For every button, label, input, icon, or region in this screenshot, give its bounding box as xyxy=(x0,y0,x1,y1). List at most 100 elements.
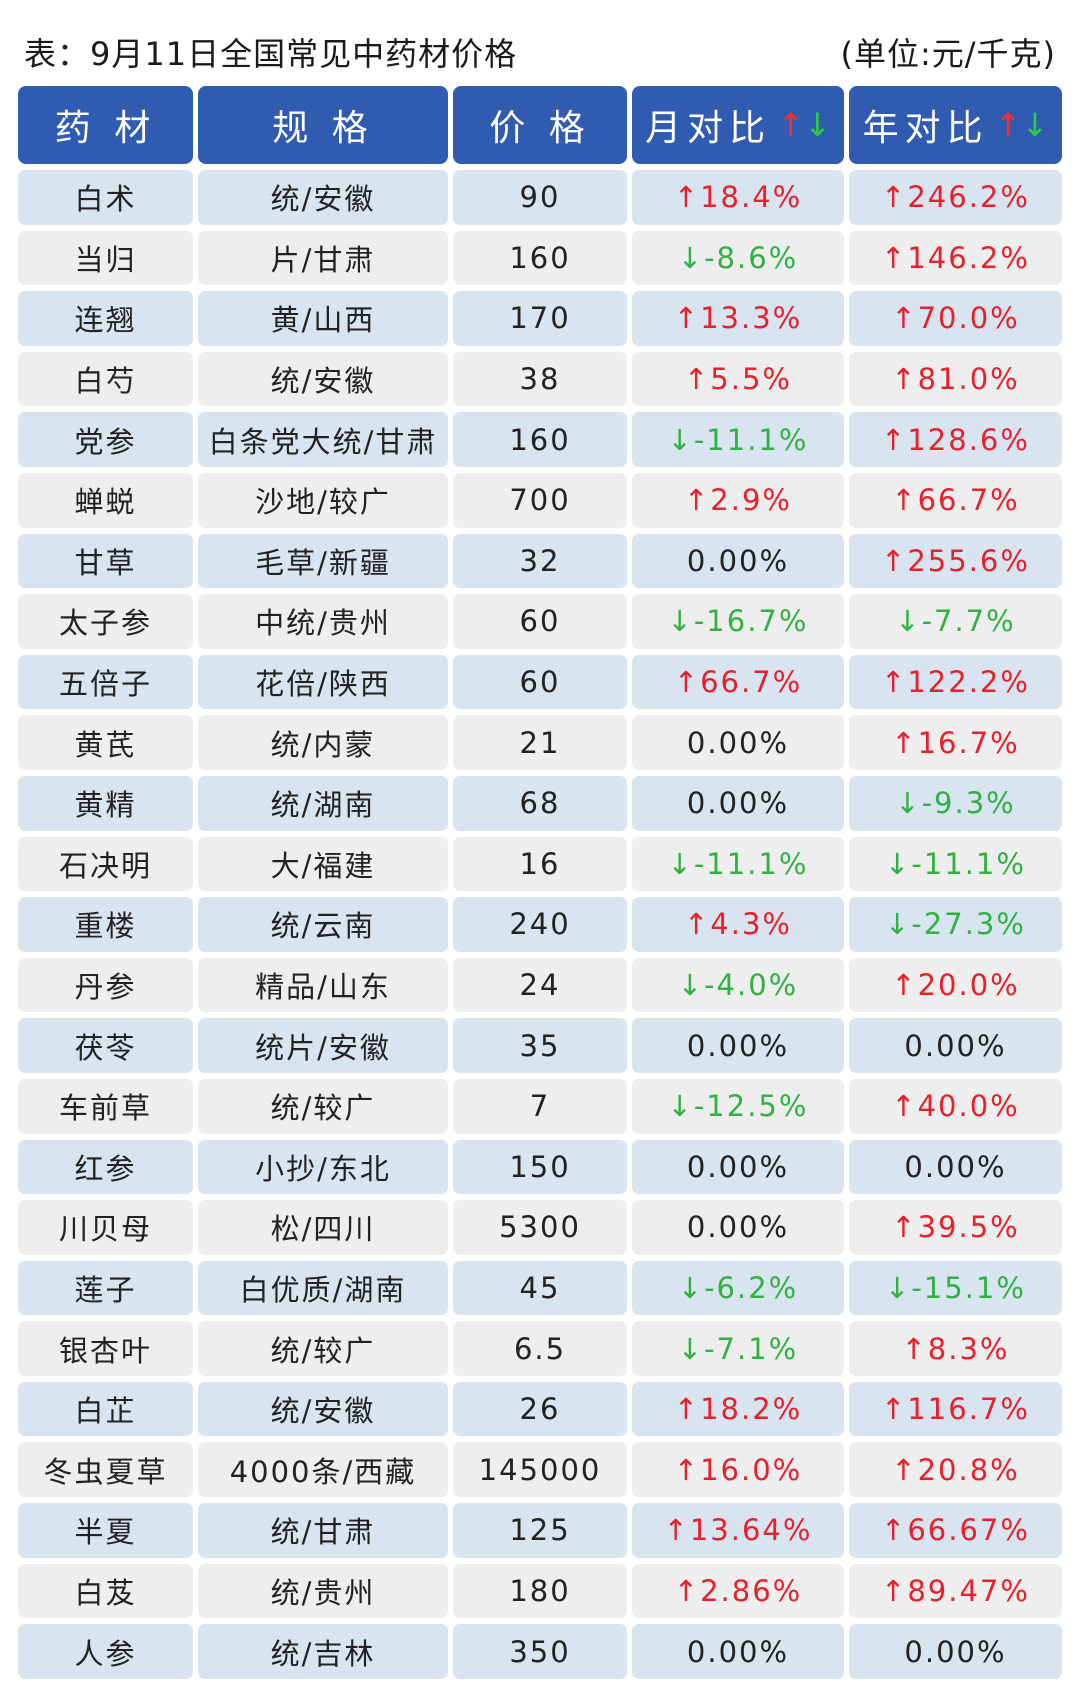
cell-name: 白芨 xyxy=(18,1563,193,1619)
cell-month-change: ↓-11.1% xyxy=(632,412,844,467)
cell-name: 车前草 xyxy=(18,1078,193,1134)
cell-name: 半夏 xyxy=(18,1503,193,1558)
cell-price: 700 xyxy=(453,472,627,528)
cell-price: 45 xyxy=(453,1260,627,1316)
header-year: 年对比 ↑↓ xyxy=(849,86,1062,164)
cell-name: 人参 xyxy=(18,1624,193,1679)
cell-price: 26 xyxy=(453,1381,627,1437)
cell-price: 350 xyxy=(453,1624,627,1679)
cell-year-change: 0.00% xyxy=(849,1624,1062,1679)
cell-month-change: ↑16.0% xyxy=(632,1442,844,1498)
cell-name: 五倍子 xyxy=(18,654,193,710)
cell-year-change: ↑20.8% xyxy=(849,1442,1062,1498)
cell-name: 丹参 xyxy=(18,957,193,1013)
table-row: 甘草 毛草/新疆 32 0.00% ↑255.6% xyxy=(18,533,1062,589)
cell-spec: 白优质/湖南 xyxy=(198,1260,448,1316)
cell-spec: 中统/贵州 xyxy=(198,594,448,649)
cell-price: 24 xyxy=(453,957,627,1013)
cell-year-change: ↑81.0% xyxy=(849,351,1062,407)
cell-spec: 白条党大统/甘肃 xyxy=(198,412,448,467)
cell-year-change: ↑246.2% xyxy=(849,170,1062,225)
cell-name: 党参 xyxy=(18,412,193,467)
cell-month-change: ↑2.86% xyxy=(632,1563,844,1619)
cell-spec: 统/安徽 xyxy=(198,170,448,225)
cell-month-change: ↓-4.0% xyxy=(632,957,844,1013)
cell-spec: 花倍/陕西 xyxy=(198,654,448,710)
table-row: 黄芪 统/内蒙 21 0.00% ↑16.7% xyxy=(18,715,1062,770)
sort-arrows-icon: ↑↓ xyxy=(995,106,1049,144)
price-table: 药 材 规 格 价 格 月对比 ↑↓ 年对比 ↑↓ 白术 统/安徽 90 ↑18.4%… xyxy=(18,86,1062,1679)
table-row: 五倍子 花倍/陕西 60 ↑66.7% ↑122.2% xyxy=(18,654,1062,710)
up-arrow-icon: ↑ xyxy=(994,106,1022,144)
cell-price: 68 xyxy=(453,775,627,831)
header-price: 价 格 xyxy=(453,86,627,164)
cell-price: 160 xyxy=(453,412,627,467)
cell-month-change: 0.00% xyxy=(632,1200,844,1255)
table-row: 太子参 中统/贵州 60 ↓-16.7% ↓-7.7% xyxy=(18,594,1062,649)
down-arrow-icon: ↓ xyxy=(1021,106,1049,144)
cell-spec: 统片/安徽 xyxy=(198,1018,448,1073)
cell-price: 60 xyxy=(453,654,627,710)
cell-year-change: ↑66.7% xyxy=(849,472,1062,528)
down-arrow-icon: ↓ xyxy=(804,106,831,144)
cell-spec: 精品/山东 xyxy=(198,957,448,1013)
header-name: 药 材 xyxy=(18,86,193,164)
cell-price: 21 xyxy=(453,715,627,770)
table-caption: 表：9月11日全国常见中药材价格 (单位:元/千克) xyxy=(24,22,1056,82)
cell-spec: 统/贵州 xyxy=(198,1563,448,1619)
table-row: 莲子 白优质/湖南 45 ↓-6.2% ↓-15.1% xyxy=(18,1260,1062,1316)
cell-month-change: 0.00% xyxy=(632,775,844,831)
cell-spec: 黄/山西 xyxy=(198,291,448,346)
cell-month-change: ↓-16.7% xyxy=(632,594,844,649)
caption-unit: (单位:元/千克) xyxy=(840,35,1056,73)
cell-price: 6.5 xyxy=(453,1321,627,1376)
cell-year-change: ↑40.0% xyxy=(849,1078,1062,1134)
cell-spec: 统/甘肃 xyxy=(198,1503,448,1558)
cell-name: 川贝母 xyxy=(18,1200,193,1255)
cell-year-change: ↑8.3% xyxy=(849,1321,1062,1376)
cell-spec: 松/四川 xyxy=(198,1200,448,1255)
cell-name: 白芷 xyxy=(18,1381,193,1437)
table-row: 连翘 黄/山西 170 ↑13.3% ↑70.0% xyxy=(18,291,1062,346)
table-row: 党参 白条党大统/甘肃 160 ↓-11.1% ↑128.6% xyxy=(18,412,1062,467)
cell-year-change: ↑255.6% xyxy=(849,533,1062,589)
table-row: 白术 统/安徽 90 ↑18.4% ↑246.2% xyxy=(18,170,1062,225)
cell-price: 240 xyxy=(453,897,627,952)
cell-spec: 4000条/西藏 xyxy=(198,1442,448,1498)
table-body: 白术 统/安徽 90 ↑18.4% ↑246.2% 当归 片/甘肃 160 ↓-8.6% ↑146… xyxy=(18,170,1062,1679)
cell-month-change: 0.00% xyxy=(632,1018,844,1073)
cell-spec: 统/安徽 xyxy=(198,351,448,407)
cell-month-change: ↑18.2% xyxy=(632,1381,844,1437)
cell-year-change: ↓-11.1% xyxy=(849,836,1062,892)
cell-name: 黄芪 xyxy=(18,715,193,770)
cell-name: 重楼 xyxy=(18,897,193,952)
cell-name: 当归 xyxy=(18,230,193,286)
cell-name: 连翘 xyxy=(18,291,193,346)
cell-year-change: ↓-7.7% xyxy=(849,594,1062,649)
cell-year-change: ↑116.7% xyxy=(849,1381,1062,1437)
cell-year-change: ↑122.2% xyxy=(849,654,1062,710)
table-row: 丹参 精品/山东 24 ↓-4.0% ↑20.0% xyxy=(18,957,1062,1013)
table-row: 蝉蜕 沙地/较广 700 ↑2.9% ↑66.7% xyxy=(18,472,1062,528)
cell-year-change: ↓-27.3% xyxy=(849,897,1062,952)
cell-name: 冬虫夏草 xyxy=(18,1442,193,1498)
cell-price: 150 xyxy=(453,1139,627,1195)
cell-name: 白术 xyxy=(18,170,193,225)
table-row: 茯苓 统片/安徽 35 0.00% 0.00% xyxy=(18,1018,1062,1073)
cell-name: 白芍 xyxy=(18,351,193,407)
cell-spec: 统/吉林 xyxy=(198,1624,448,1679)
table-row: 白芍 统/安徽 38 ↑5.5% ↑81.0% xyxy=(18,351,1062,407)
cell-month-change: ↓-6.2% xyxy=(632,1260,844,1316)
table-row: 川贝母 松/四川 5300 0.00% ↑39.5% xyxy=(18,1200,1062,1255)
cell-spec: 统/湖南 xyxy=(198,775,448,831)
caption-title: 表：9月11日全国常见中药材价格 xyxy=(24,35,518,73)
cell-spec: 统/较广 xyxy=(198,1078,448,1134)
cell-month-change: ↑5.5% xyxy=(632,351,844,407)
cell-spec: 沙地/较广 xyxy=(198,472,448,528)
cell-price: 145000 xyxy=(453,1442,627,1498)
cell-month-change: 0.00% xyxy=(632,1624,844,1679)
cell-month-change: ↑4.3% xyxy=(632,897,844,952)
cell-price: 16 xyxy=(453,836,627,892)
cell-name: 太子参 xyxy=(18,594,193,649)
cell-year-change: ↑146.2% xyxy=(849,230,1062,286)
